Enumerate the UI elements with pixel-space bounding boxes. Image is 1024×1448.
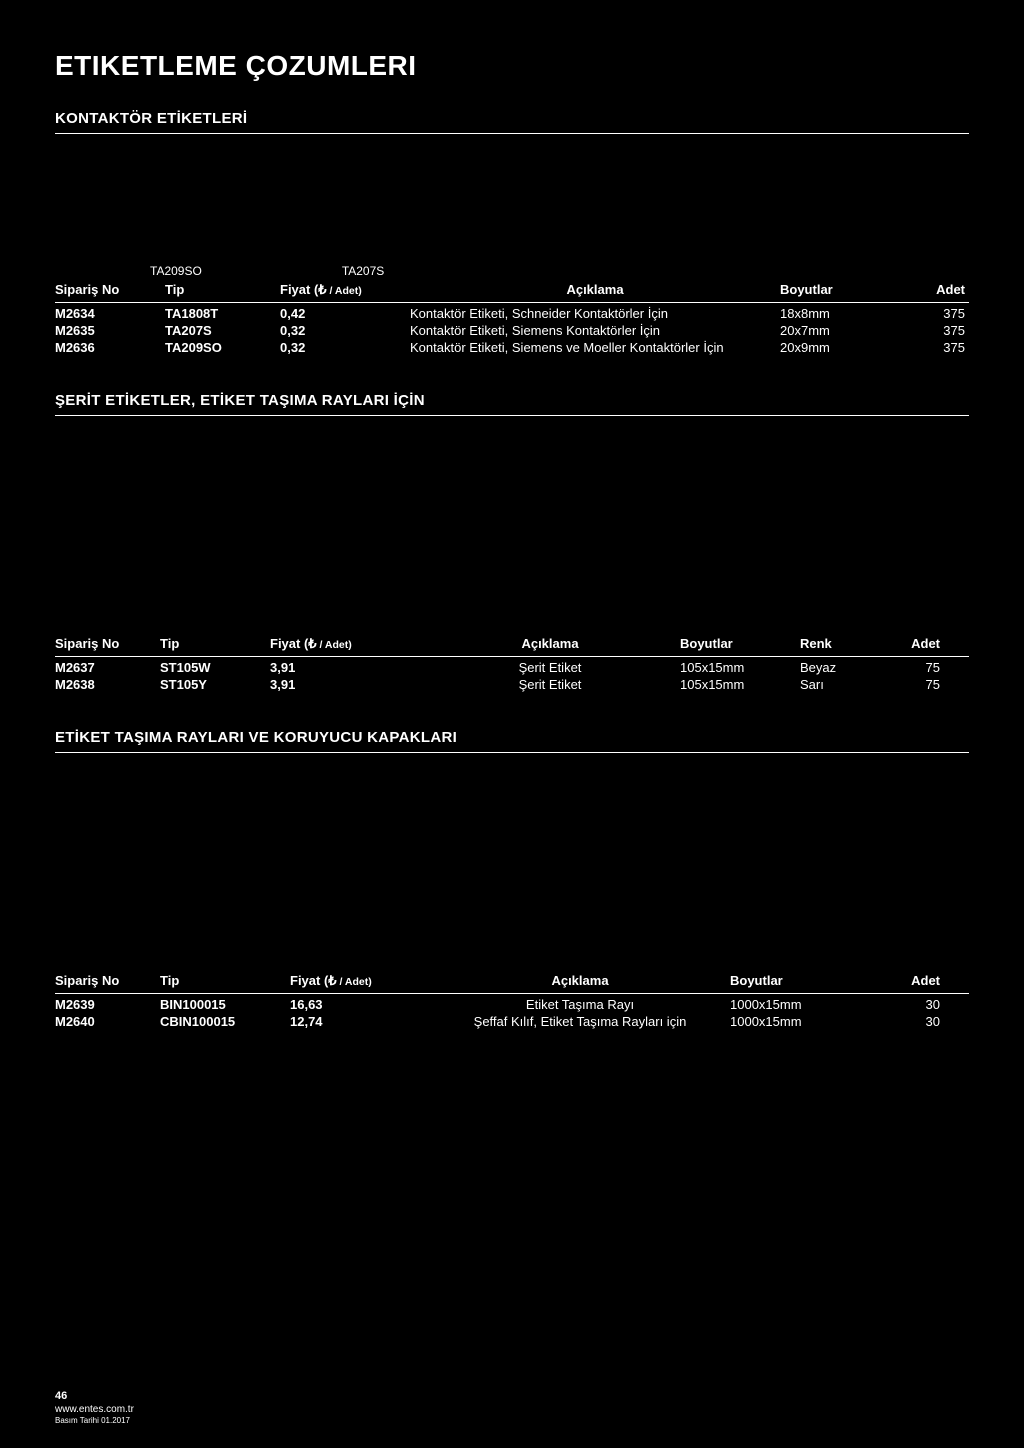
- cell-aciklama: Kontaktör Etiketi, Schneider Kontaktörle…: [410, 306, 780, 321]
- cell-boyut: 1000x15mm: [730, 1014, 870, 1029]
- cell-boyut: 20x7mm: [780, 323, 895, 338]
- cell-adet: 30: [870, 997, 940, 1012]
- th-aciklama: Açıklama: [420, 636, 680, 651]
- cell-boyut: 20x9mm: [780, 340, 895, 355]
- section3-rule: [55, 752, 969, 753]
- cell-fiyat: 16,63: [290, 997, 430, 1012]
- cell-fiyat: 12,74: [290, 1014, 430, 1029]
- th-adet: Adet: [895, 282, 965, 297]
- page-title: ETIKETLEME ÇOZUMLERI: [55, 50, 969, 82]
- cell-adet: 375: [895, 306, 965, 321]
- th-siparis: Sipariş No: [55, 973, 160, 988]
- th-boyut: Boyutlar: [730, 973, 870, 988]
- cell-boyut: 105x15mm: [680, 677, 800, 692]
- th-aciklama: Açıklama: [410, 282, 780, 297]
- cell-tip: CBIN100015: [160, 1014, 290, 1029]
- th-adet: Adet: [870, 973, 940, 988]
- table-header-row: Sipariş No Tip Fiyat (₺ / Adet) Açıklama…: [55, 636, 969, 657]
- section3-table: Sipariş No Tip Fiyat (₺ / Adet) Açıklama…: [55, 973, 969, 1030]
- cell-fiyat: 0,42: [280, 306, 410, 321]
- image-label-2: TA207S: [342, 264, 384, 278]
- table-row: M2638 ST105Y 3,91 Şerit Etiket 105x15mm …: [55, 676, 969, 693]
- cell-siparis: M2635: [55, 323, 165, 338]
- cell-fiyat: 3,91: [270, 677, 420, 692]
- table-row: M2635 TA207S 0,32 Kontaktör Etiketi, Sie…: [55, 322, 969, 339]
- cell-tip: ST105Y: [160, 677, 270, 692]
- cell-adet: 75: [880, 660, 940, 675]
- th-tip: Tip: [165, 282, 280, 297]
- cell-fiyat: 3,91: [270, 660, 420, 675]
- section2-title: ŞERİT ETİKETLER, ETİKET TAŞIMA RAYLARI İ…: [55, 392, 969, 409]
- section1-rule: [55, 133, 969, 134]
- table-header-row: Sipariş No Tip Fiyat (₺ / Adet) Açıklama…: [55, 973, 969, 994]
- cell-adet: 375: [895, 323, 965, 338]
- page-number: 46: [55, 1390, 134, 1404]
- cell-siparis: M2634: [55, 306, 165, 321]
- cell-renk: Beyaz: [800, 660, 880, 675]
- cell-aciklama: Şerit Etiket: [420, 660, 680, 675]
- th-boyut: Boyutlar: [780, 282, 895, 297]
- th-fiyat: Fiyat (₺ / Adet): [270, 636, 420, 652]
- table-row: M2639 BIN100015 16,63 Etiket Taşıma Rayı…: [55, 996, 969, 1013]
- table-row: M2634 TA1808T 0,42 Kontaktör Etiketi, Sc…: [55, 305, 969, 322]
- th-boyut: Boyutlar: [680, 636, 800, 651]
- cell-siparis: M2638: [55, 677, 160, 692]
- page-footer: 46 www.entes.com.tr Basım Tarihi 01.2017: [55, 1390, 134, 1426]
- cell-aciklama: Etiket Taşıma Rayı: [430, 997, 730, 1012]
- cell-tip: ST105W: [160, 660, 270, 675]
- cell-aciklama: Şerit Etiket: [420, 677, 680, 692]
- th-fiyat: Fiyat (₺ / Adet): [290, 973, 430, 989]
- section1-title: KONTAKTÖR ETİKETLERİ: [55, 110, 969, 127]
- table-row: M2640 CBIN100015 12,74 Şeffaf Kılıf, Eti…: [55, 1013, 969, 1030]
- section1-image-labels: TA209SO TA207S: [150, 264, 969, 278]
- th-renk: Renk: [800, 636, 880, 651]
- cell-siparis: M2636: [55, 340, 165, 355]
- table-header-row: Sipariş No Tip Fiyat (₺ / Adet) Açıklama…: [55, 282, 969, 303]
- cell-aciklama: Kontaktör Etiketi, Siemens Kontaktörler …: [410, 323, 780, 338]
- cell-adet: 30: [870, 1014, 940, 1029]
- cell-siparis: M2639: [55, 997, 160, 1012]
- cell-tip: TA209SO: [165, 340, 280, 355]
- th-adet: Adet: [880, 636, 940, 651]
- th-fiyat: Fiyat (₺ / Adet): [280, 282, 410, 298]
- cell-fiyat: 0,32: [280, 323, 410, 338]
- section2-rule: [55, 415, 969, 416]
- cell-tip: TA1808T: [165, 306, 280, 321]
- cell-fiyat: 0,32: [280, 340, 410, 355]
- th-siparis: Sipariş No: [55, 282, 165, 297]
- image-label-1: TA209SO: [150, 264, 202, 278]
- cell-adet: 375: [895, 340, 965, 355]
- th-siparis: Sipariş No: [55, 636, 160, 651]
- cell-renk: Sarı: [800, 677, 880, 692]
- section2-table: Sipariş No Tip Fiyat (₺ / Adet) Açıklama…: [55, 636, 969, 693]
- section1-table: Sipariş No Tip Fiyat (₺ / Adet) Açıklama…: [55, 282, 969, 356]
- th-aciklama: Açıklama: [430, 973, 730, 988]
- section3-title: ETİKET TAŞIMA RAYLARI VE KORUYUCU KAPAKL…: [55, 729, 969, 746]
- table-row: M2636 TA209SO 0,32 Kontaktör Etiketi, Si…: [55, 339, 969, 356]
- cell-boyut: 105x15mm: [680, 660, 800, 675]
- cell-boyut: 18x8mm: [780, 306, 895, 321]
- cell-aciklama: Kontaktör Etiketi, Siemens ve Moeller Ko…: [410, 340, 780, 355]
- cell-siparis: M2640: [55, 1014, 160, 1029]
- cell-boyut: 1000x15mm: [730, 997, 870, 1012]
- cell-tip: TA207S: [165, 323, 280, 338]
- footer-website: www.entes.com.tr: [55, 1404, 134, 1417]
- footer-print-date: Basım Tarihi 01.2017: [55, 1416, 134, 1426]
- cell-aciklama: Şeffaf Kılıf, Etiket Taşıma Rayları için: [430, 1014, 730, 1029]
- cell-tip: BIN100015: [160, 997, 290, 1012]
- th-tip: Tip: [160, 636, 270, 651]
- cell-siparis: M2637: [55, 660, 160, 675]
- th-tip: Tip: [160, 973, 290, 988]
- cell-adet: 75: [880, 677, 940, 692]
- table-row: M2637 ST105W 3,91 Şerit Etiket 105x15mm …: [55, 659, 969, 676]
